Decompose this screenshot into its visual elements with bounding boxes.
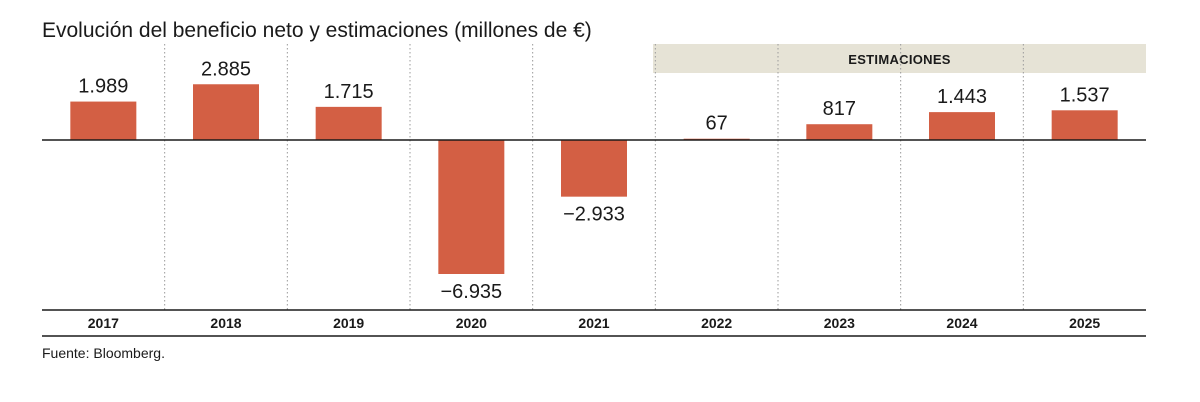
- value-label-2024: 1.443: [937, 86, 987, 108]
- bar-2018: [193, 84, 259, 140]
- bar-2025: [1051, 110, 1118, 140]
- year-label-2022: 2022: [701, 315, 732, 331]
- year-label-2023: 2023: [824, 315, 855, 331]
- value-labels: 1.989 2.885 1.715 −6.935 −2.933 67 817 1.443 1.5…: [78, 58, 1109, 303]
- year-label-2020: 2020: [456, 315, 487, 331]
- value-label-2020: −6.935: [440, 281, 502, 303]
- column-separators: [164, 44, 1024, 310]
- bar-2017: [70, 101, 137, 140]
- bar-2024: [929, 112, 995, 140]
- value-label-2018: 2.885: [201, 58, 251, 80]
- year-label-2017: 2017: [88, 315, 119, 331]
- year-label-2019: 2019: [333, 315, 364, 331]
- bar-2021: [561, 140, 627, 197]
- bars: [70, 84, 1118, 274]
- bar-2023: [806, 124, 873, 140]
- source-note: Fuente: Bloomberg.: [42, 345, 165, 361]
- value-label-2017: 1.989: [78, 76, 128, 98]
- year-label-2025: 2025: [1069, 315, 1100, 331]
- year-labels: 2017 2018 2019 2020 2021 2022 2023 2024 2025: [88, 315, 1101, 331]
- value-label-2023: 817: [823, 98, 856, 120]
- value-label-2021: −2.933: [563, 204, 625, 226]
- value-label-2025: 1.537: [1060, 84, 1110, 106]
- value-label-2019: 1.715: [324, 81, 374, 103]
- chart-title: Evolución del beneficio neto y estimacio…: [42, 19, 592, 42]
- bar-2019: [315, 106, 382, 140]
- estimates-label: ESTIMACIONES: [848, 52, 951, 67]
- year-label-2018: 2018: [210, 315, 241, 331]
- bar-2020: [438, 140, 505, 274]
- estimates-band: [653, 44, 1146, 73]
- year-label-2024: 2024: [946, 315, 977, 331]
- year-label-2021: 2021: [578, 315, 609, 331]
- value-label-2022: 67: [706, 113, 728, 135]
